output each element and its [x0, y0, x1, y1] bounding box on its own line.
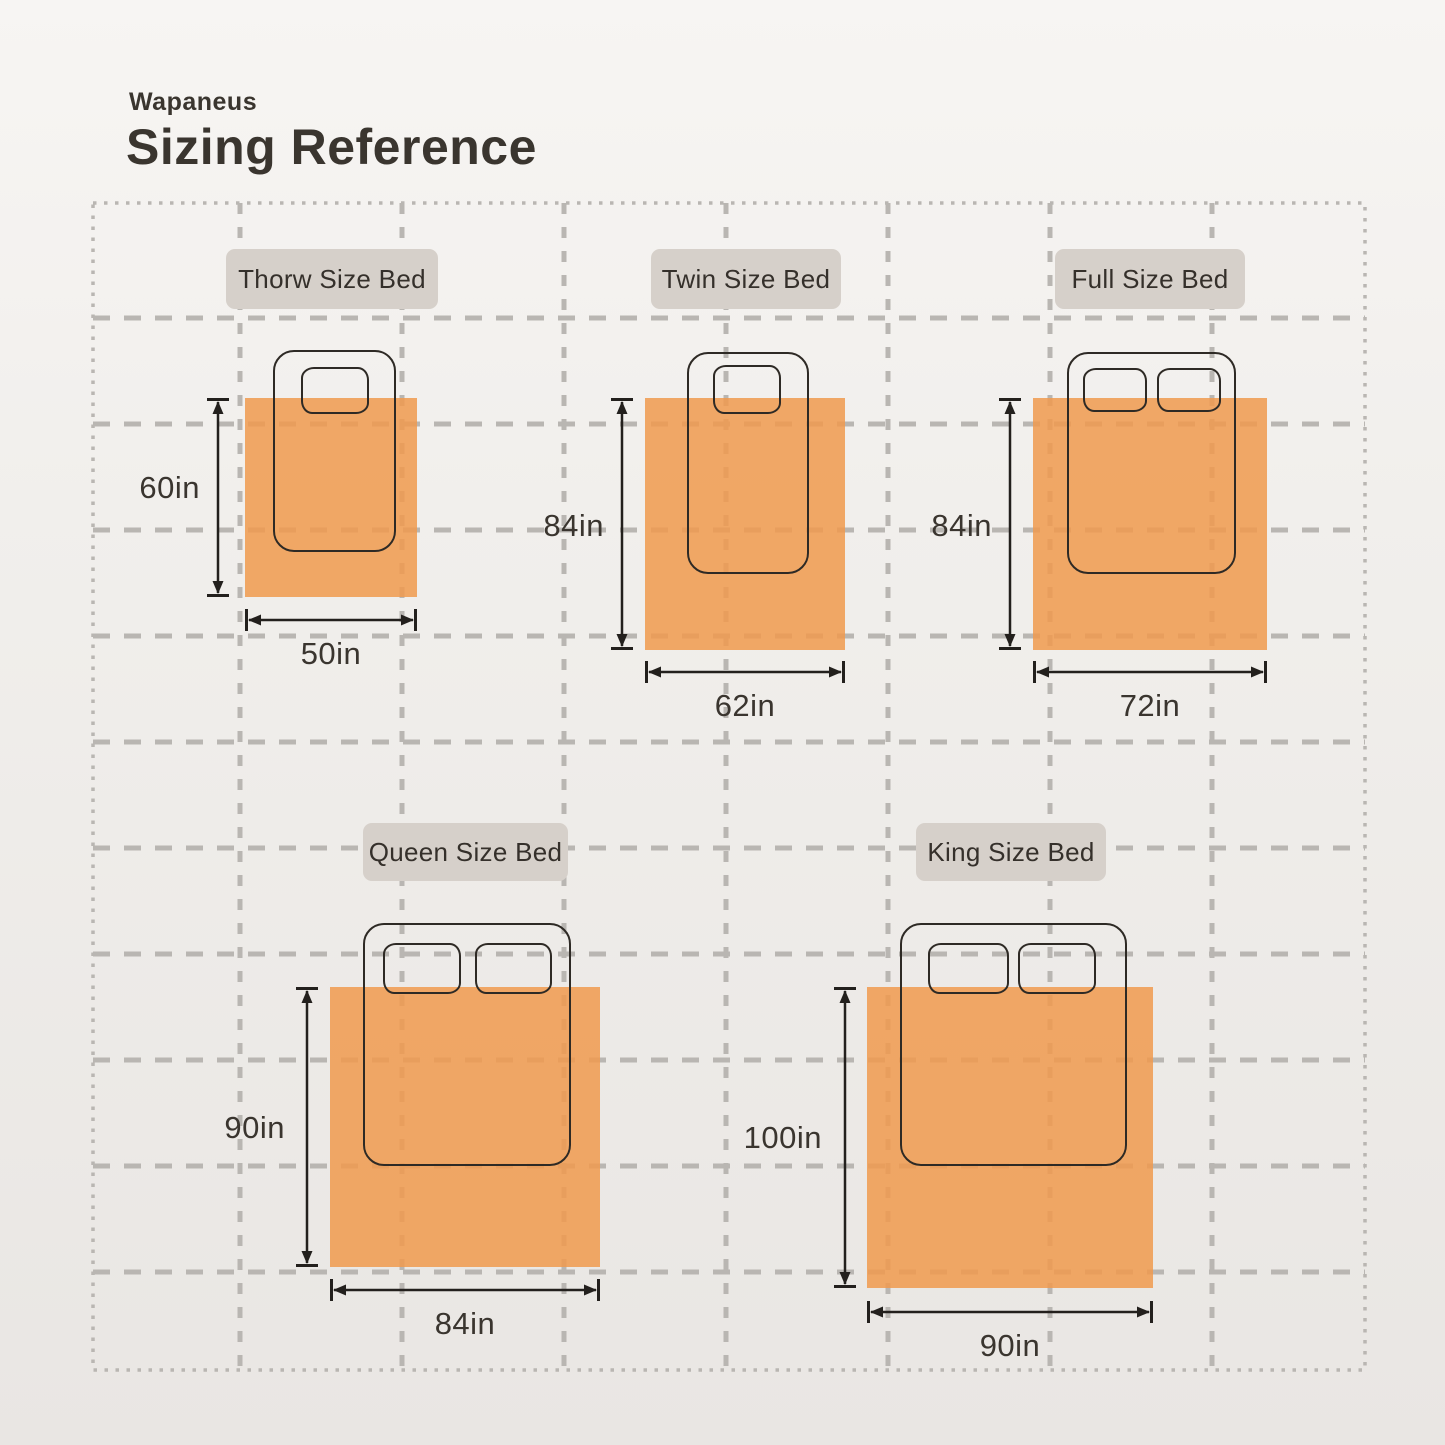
pillow-icon	[475, 943, 552, 994]
width-dimension-label: 90in	[979, 1328, 1041, 1363]
height-dimension-arrow	[832, 987, 858, 1288]
bed-size-label: King Size Bed	[916, 823, 1106, 881]
width-dimension-arrow	[245, 607, 417, 633]
height-dimension-label: 90in	[224, 1110, 285, 1145]
width-dimension-label: 50in	[300, 636, 362, 671]
height-dimension-arrow	[205, 398, 231, 597]
blanket-overlay	[330, 987, 600, 1267]
bed-outline	[1067, 352, 1236, 574]
bed-size-label: Full Size Bed	[1055, 249, 1245, 309]
brand-name: Wapaneus	[129, 88, 258, 116]
height-dimension-arrow	[609, 398, 635, 650]
width-dimension-arrow	[1033, 659, 1267, 685]
height-dimension-label: 60in	[139, 470, 200, 505]
blanket-overlay	[867, 987, 1153, 1288]
page-title: Sizing Reference	[126, 119, 537, 175]
pillow-icon	[301, 367, 369, 414]
bed-outline	[363, 923, 571, 1166]
height-dimension-label: 84in	[931, 508, 992, 543]
height-dimension-arrow	[294, 987, 320, 1267]
bed-size-label: Twin Size Bed	[651, 249, 841, 309]
pillow-icon	[713, 365, 781, 414]
width-dimension-arrow	[867, 1299, 1153, 1325]
pillow-icon	[383, 943, 461, 994]
pillow-icon	[1157, 368, 1221, 412]
blanket-overlay	[645, 398, 845, 650]
pillow-icon	[928, 943, 1009, 994]
height-dimension-label: 100in	[743, 1120, 822, 1155]
blanket-overlay	[1033, 398, 1267, 650]
height-dimension-arrow	[997, 398, 1023, 650]
bed-outline	[687, 352, 809, 574]
width-dimension-label: 84in	[434, 1306, 496, 1341]
width-dimension-arrow	[645, 659, 845, 685]
bed-size-label: Queen Size Bed	[363, 823, 568, 881]
width-dimension-label: 72in	[1119, 688, 1181, 723]
width-dimension-label: 62in	[714, 688, 776, 723]
pillow-icon	[1018, 943, 1096, 994]
bed-outline	[900, 923, 1127, 1166]
width-dimension-arrow	[330, 1277, 600, 1303]
pillow-icon	[1083, 368, 1147, 412]
height-dimension-label: 84in	[543, 508, 604, 543]
bed-size-label: Thorw Size Bed	[226, 249, 438, 309]
bed-outline	[273, 350, 396, 552]
